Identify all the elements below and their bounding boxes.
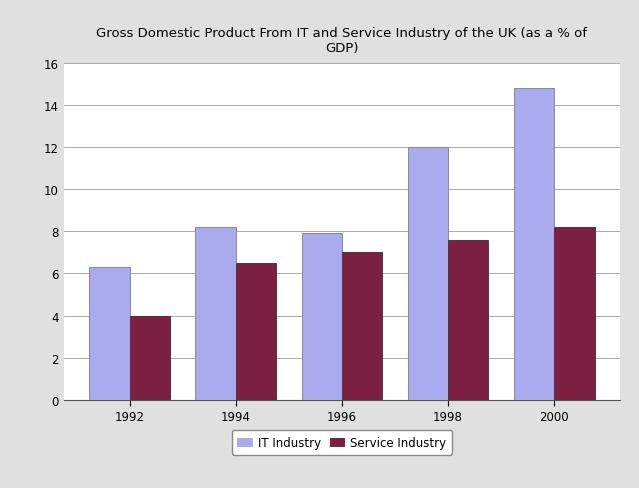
- Bar: [130, 316, 170, 400]
- Bar: [514, 89, 554, 400]
- Bar: [236, 264, 276, 400]
- Bar: [408, 147, 448, 400]
- Bar: [554, 227, 594, 400]
- Bar: [196, 227, 236, 400]
- Title: Gross Domestic Product From IT and Service Industry of the UK (as a % of
GDP): Gross Domestic Product From IT and Servi…: [96, 27, 587, 55]
- Bar: [302, 234, 342, 400]
- Bar: [89, 267, 130, 400]
- Bar: [342, 253, 382, 400]
- Legend: IT Industry, Service Industry: IT Industry, Service Industry: [231, 430, 452, 455]
- Bar: [448, 240, 488, 400]
